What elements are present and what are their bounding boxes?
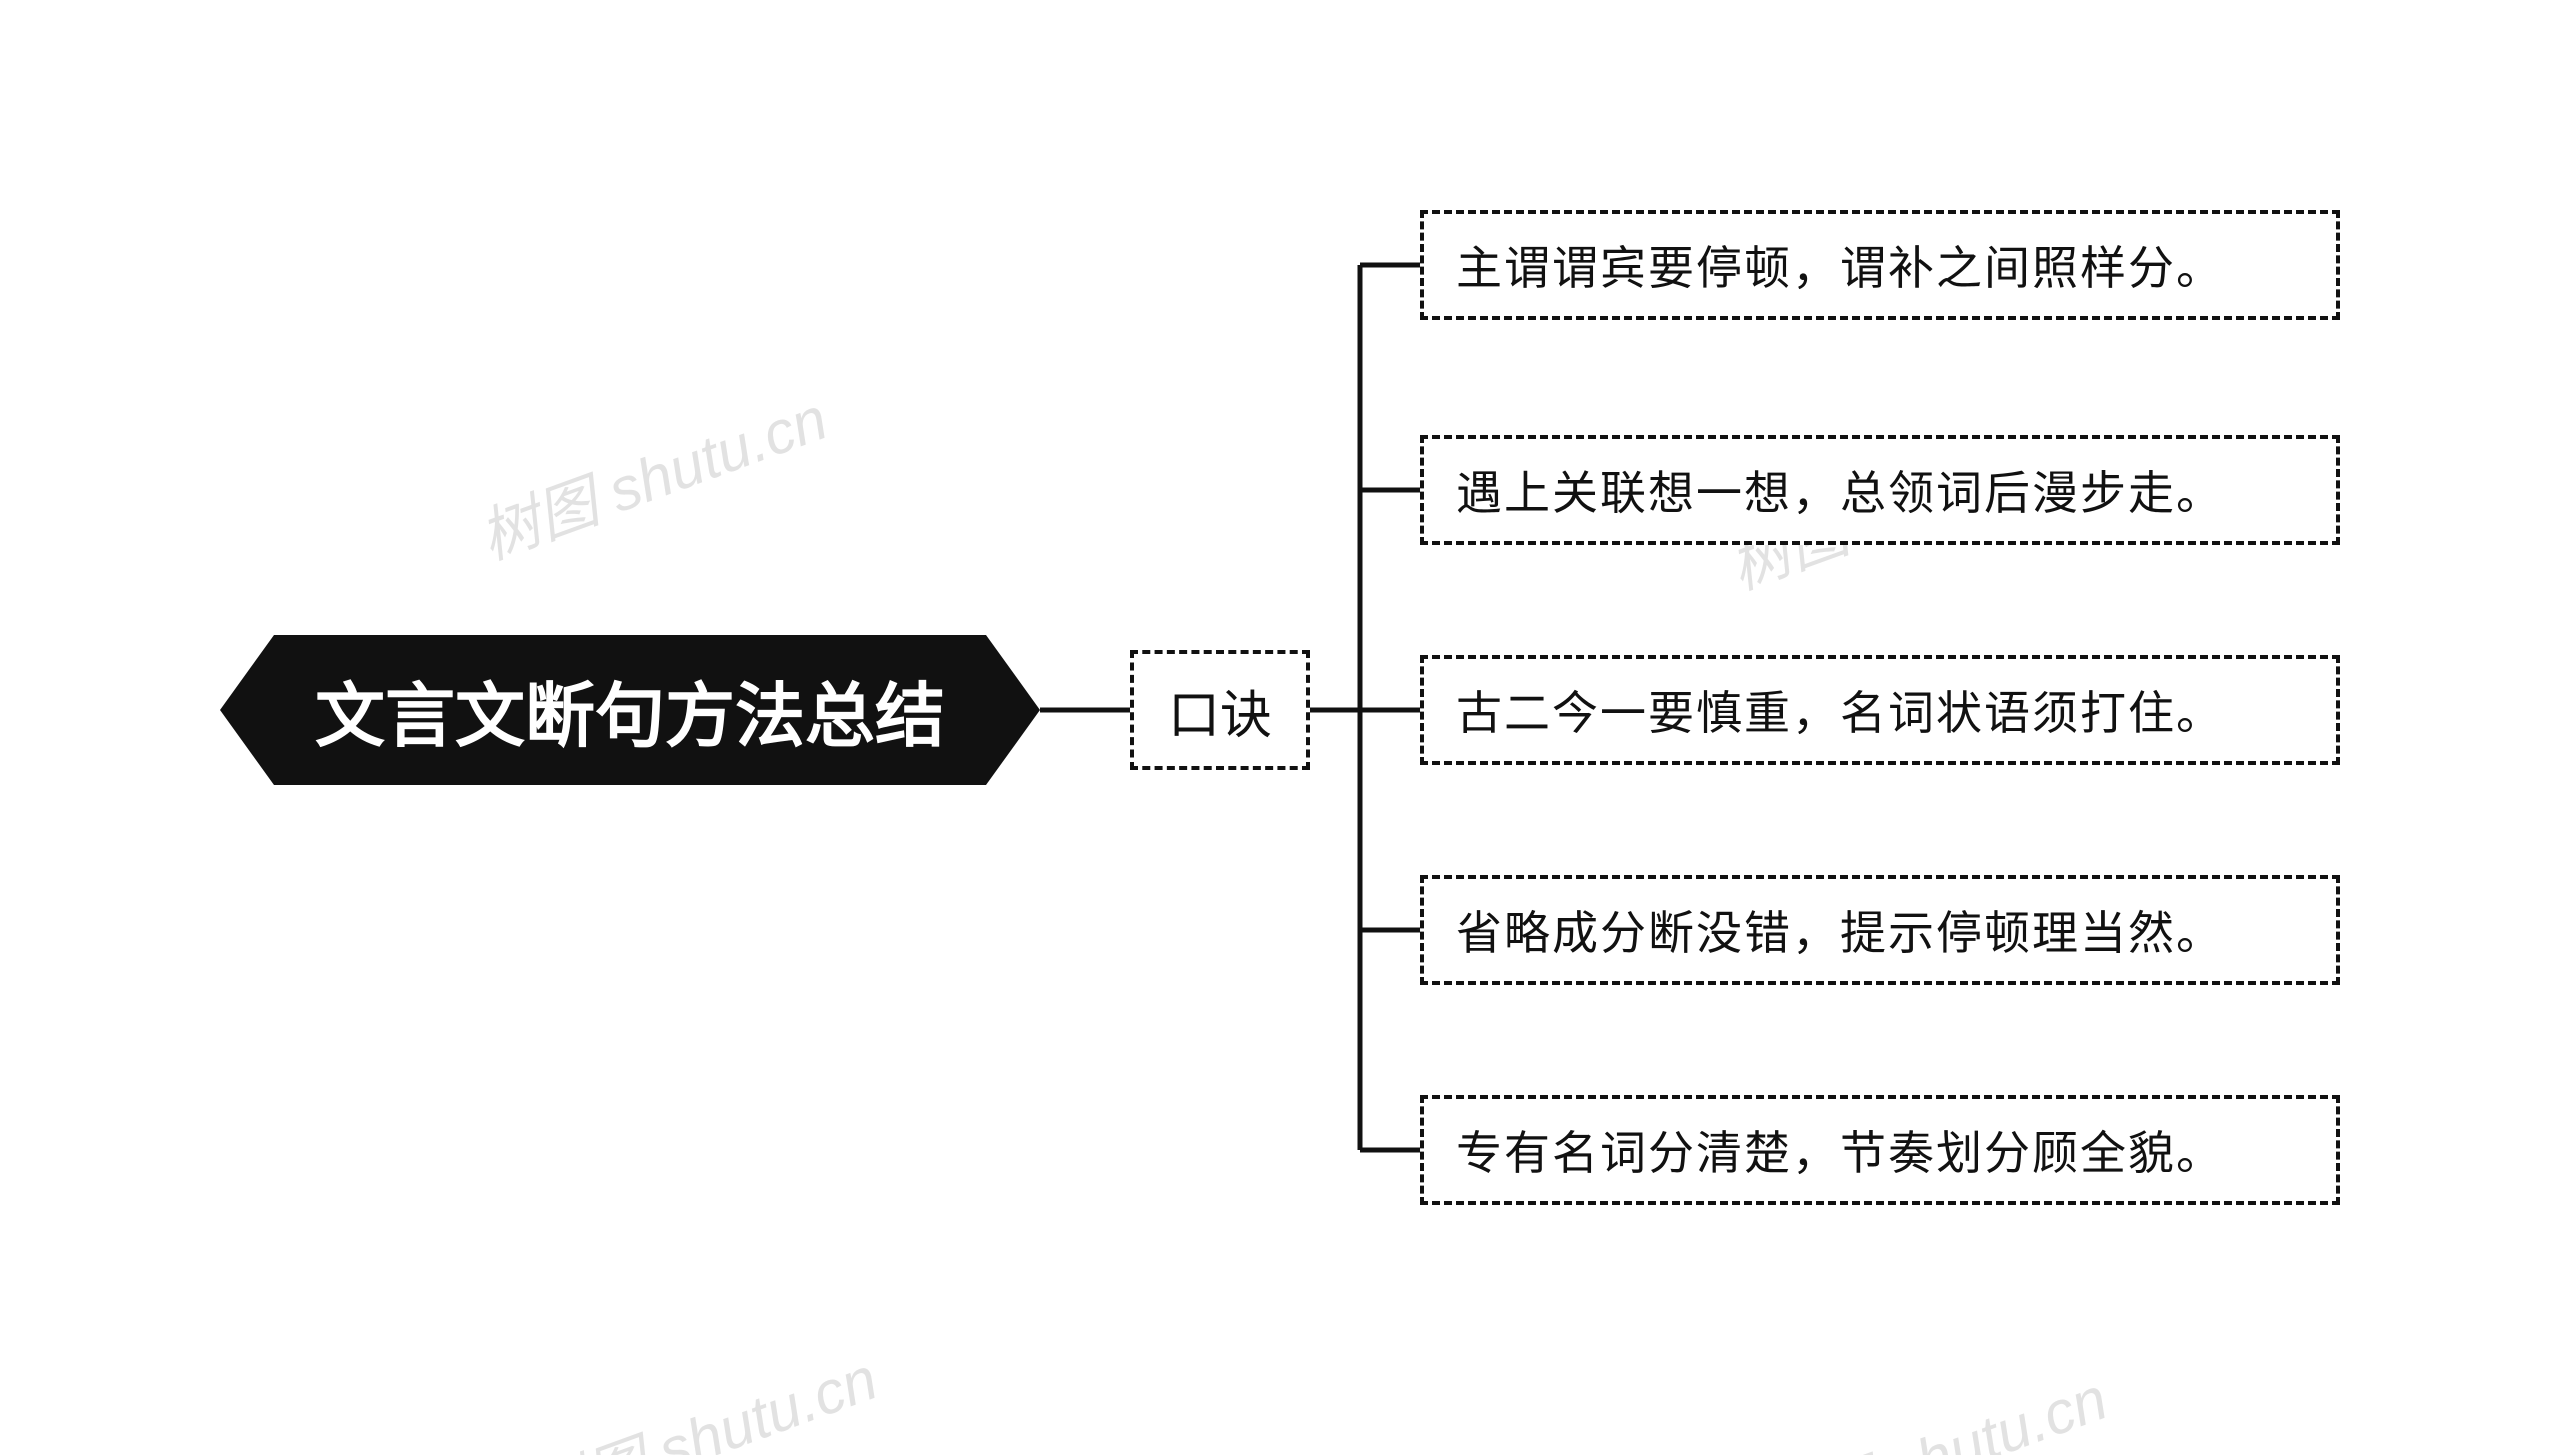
watermark: 树图 shutu.cn bbox=[1746, 1350, 2117, 1455]
leaf-label: 省略成分断没错，提示停顿理当然。 bbox=[1456, 897, 2224, 963]
leaf-node: 古二今一要慎重，名词状语须打住。 bbox=[1420, 655, 2340, 765]
leaf-label: 主谓谓宾要停顿，谓补之间照样分。 bbox=[1456, 232, 2224, 298]
leaf-label: 古二今一要慎重，名词状语须打住。 bbox=[1456, 677, 2224, 743]
root-label: 文言文断句方法总结 bbox=[315, 660, 945, 761]
leaf-label: 专有名词分清楚，节奏划分顾全貌。 bbox=[1456, 1117, 2224, 1183]
leaf-node: 主谓谓宾要停顿，谓补之间照样分。 bbox=[1420, 210, 2340, 320]
sub-node: 口诀 bbox=[1130, 650, 1310, 770]
sub-label: 口诀 bbox=[1168, 673, 1272, 748]
watermark: 树图 shutu.cn bbox=[466, 370, 837, 576]
watermark: 树图 shutu.cn bbox=[516, 1330, 887, 1455]
leaf-label: 遇上关联想一想，总领词后漫步走。 bbox=[1456, 457, 2224, 523]
root-node: 文言文断句方法总结 bbox=[220, 635, 1040, 785]
leaf-node: 省略成分断没错，提示停顿理当然。 bbox=[1420, 875, 2340, 985]
diagram-canvas: 树图 shutu.cn 树图 shutu.cn 树图 shutu.cn 树图 s… bbox=[0, 0, 2560, 1455]
leaf-node: 专有名词分清楚，节奏划分顾全貌。 bbox=[1420, 1095, 2340, 1205]
leaf-node: 遇上关联想一想，总领词后漫步走。 bbox=[1420, 435, 2340, 545]
